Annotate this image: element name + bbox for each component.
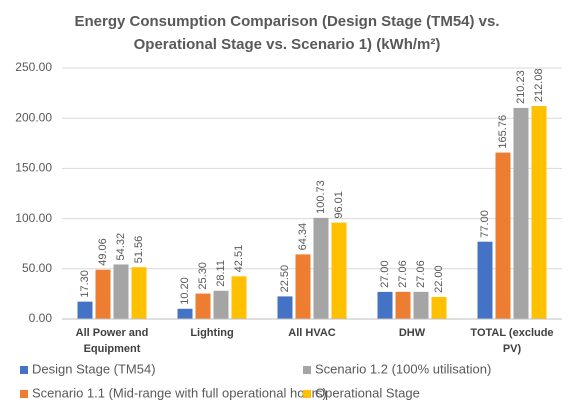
data-label: 54.32 xyxy=(115,233,127,261)
data-label: 22.50 xyxy=(279,265,291,293)
legend-label: Operational Stage xyxy=(315,385,420,400)
data-label: 165.76 xyxy=(497,115,509,149)
bar xyxy=(513,107,529,319)
bar xyxy=(413,291,429,319)
bar xyxy=(277,296,293,319)
bar xyxy=(331,222,347,319)
x-tick-label: All HVAC xyxy=(288,327,336,339)
data-label: 100.73 xyxy=(315,180,327,214)
x-tick-label: TOTAL (exclude PV) xyxy=(470,327,554,355)
x-tick-label: Lighting xyxy=(190,327,234,339)
bar xyxy=(477,241,493,319)
bar xyxy=(231,276,247,319)
data-label: 17.30 xyxy=(79,270,91,298)
data-label: 25.30 xyxy=(197,262,209,290)
bar xyxy=(431,296,447,319)
bar xyxy=(195,293,211,319)
x-tick-label: DHW xyxy=(398,327,426,339)
bar xyxy=(213,290,229,319)
bar xyxy=(495,152,511,319)
bar xyxy=(377,291,393,319)
bar xyxy=(531,106,547,319)
legend-label: Scenario 1.1 (Mid-range with full operat… xyxy=(32,385,327,400)
y-tick-label: 50.00 xyxy=(22,261,52,275)
y-tick-label: 150.00 xyxy=(15,161,52,175)
data-label: 27.06 xyxy=(397,260,409,288)
data-label: 42.51 xyxy=(233,245,245,273)
data-label: 210.23 xyxy=(515,70,527,104)
bar xyxy=(395,291,411,319)
data-label: 10.20 xyxy=(179,277,191,305)
bar xyxy=(131,267,147,319)
bar xyxy=(95,269,111,319)
data-label: 77.00 xyxy=(479,210,491,238)
y-tick-label: 200.00 xyxy=(15,110,52,124)
bar xyxy=(295,254,311,319)
bar xyxy=(77,301,93,319)
data-label: 64.34 xyxy=(297,223,309,251)
legend-swatch xyxy=(20,390,28,398)
data-label: 212.08 xyxy=(533,68,545,102)
chart-title: Energy Consumption Comparison (Design St… xyxy=(74,13,500,53)
x-tick-label: All Power and Equipment xyxy=(75,327,149,355)
y-tick-label: 100.00 xyxy=(15,211,52,225)
bar xyxy=(177,308,193,319)
data-label: 22.00 xyxy=(433,265,445,293)
data-label: 96.01 xyxy=(333,191,345,219)
legend-swatch xyxy=(303,366,311,374)
data-label: 51.56 xyxy=(133,236,145,264)
bar xyxy=(113,264,129,319)
y-tick-label: 0.00 xyxy=(29,311,53,325)
data-label: 49.06 xyxy=(97,238,109,266)
data-label: 28.11 xyxy=(215,260,227,287)
data-label: 27.06 xyxy=(415,260,427,288)
legend-label: Scenario 1.2 (100% utilisation) xyxy=(315,361,491,376)
bar xyxy=(313,217,329,319)
data-label: 27.00 xyxy=(379,260,391,288)
legend-swatch xyxy=(303,390,311,398)
legend-swatch xyxy=(20,366,28,374)
y-tick-label: 250.00 xyxy=(15,60,52,74)
legend-label: Design Stage (TM54) xyxy=(32,361,156,376)
